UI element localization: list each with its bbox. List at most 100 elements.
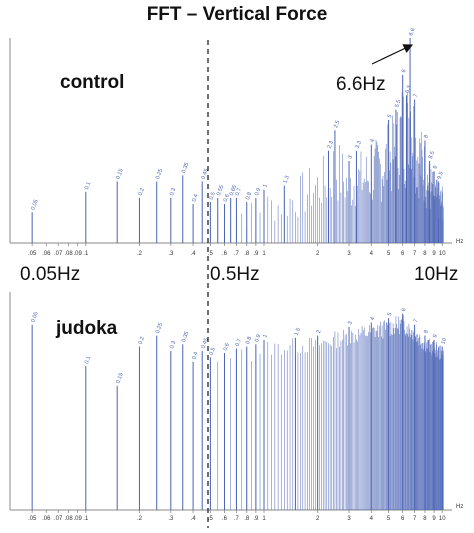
x-tick-label: .08 [64,516,73,522]
x-tick-label: 10 [439,516,446,522]
x-tick-label: 6 [401,251,405,257]
x-unit-label: Hz [456,239,463,245]
peak-data-label: 0.6 [223,193,231,202]
peak-data-label: 0.25 [155,322,164,334]
freq-label-high: 10Hz [414,264,459,285]
chart-title: FFT – Vertical Force [146,4,328,25]
peak-data-label: 0.1 [84,181,92,190]
x-tick-label: 7 [413,251,417,257]
x-tick-label: .08 [64,251,73,257]
peak-data-label: 6 [401,308,408,313]
peak-data-label: 9.5 [436,171,444,180]
peak-data-label: 6 [401,69,408,74]
peak-label: 6.6Hz [336,74,386,95]
x-tick-label: 4 [370,516,374,522]
x-tick-label: .3 [168,516,174,522]
peak-data-label: 4 [370,138,377,143]
peak-data-label: 9 [432,334,439,339]
peak-data-label: 0.2 [138,336,146,345]
x-tick-label: .4 [191,516,197,522]
x-tick-label: .5 [208,251,214,257]
peak-data-label: 6.6 [408,27,416,36]
x-tick-label: 9 [432,516,436,522]
x-tick-label: 8 [423,516,427,522]
x-tick-label: .7 [234,251,240,257]
peak-data-label: 0.15 [115,372,124,384]
peak-data-label: 8 [423,134,430,139]
peak-data-label: 0.65 [229,184,238,196]
x-tick-label: 2 [316,516,320,522]
x-tick-label: 4 [370,251,374,257]
peak-data-label: 5 [387,312,394,317]
control-panel: 0.050.10.150.20.250.30.350.40.450.5 0.550… [9,27,463,257]
peak-data-label: 8 [423,329,430,334]
x-tick-label: .6 [222,251,228,257]
peak-data-label: 0.2 [138,187,146,196]
x-tick-label: 5 [387,251,391,257]
peak-data-label: 3 [347,321,354,326]
x-tick-label: 6 [401,516,405,522]
x-tick-label: 3 [347,516,351,522]
x-tick-label: 8 [423,251,427,257]
x-tick-label: .9 [253,251,259,257]
peak-data-label: 9 [432,165,439,170]
x-tick-label: 5 [387,516,391,522]
peak-data-label: 0.45 [200,168,209,180]
judoka-panel: 0.05 0.1 0.15 0.2 0.25 0.3 0.350.40.450.5 0.6 0.… [9,292,463,522]
x-tick-label: .09 [73,251,82,257]
panel-label-judoka: judoka [56,318,118,339]
spectrum-dense-lines [210,92,444,243]
peak-data-label: 0.6 [223,342,231,351]
x-tick-label: .1 [83,251,89,257]
x-tick-label: .5 [208,516,214,522]
peak-data-label: 0.35 [181,162,190,174]
peak-data-label: 0.8 [245,336,253,345]
peak-data-label: 0.4 [191,193,199,202]
peak-data-label: 0.1 [84,356,92,365]
x-tick-label: 1 [262,516,266,522]
freq-label-mid: 0.5Hz [210,264,260,285]
peak-data-label: 0.05 [30,199,39,211]
spectrum-dense-lines [210,315,444,510]
x-tick-label: 2 [316,251,320,257]
x-tick-label: .8 [244,516,250,522]
peak-data-label: 0.15 [115,168,124,180]
peak-data-label: 1.3 [283,175,291,184]
x-tick-label: 3 [347,251,351,257]
peak-data-label: 0.3 [169,340,177,349]
x-tick-label: .2 [137,251,143,257]
peak-data-label: 7 [413,93,420,98]
x-tick-label: .05 [28,251,37,257]
peak-arrow [371,44,414,65]
x-tick-label: 1 [262,251,266,257]
peak-data-label: 0.25 [155,168,164,180]
peak-data-label: 10 [440,337,448,345]
peak-data-label: 2 [316,329,323,334]
peak-data-label: 1 [262,183,269,188]
x-tick-label: 10 [439,251,446,257]
peak-data-label: 0.5 [209,347,217,356]
x-tick-label: .06 [42,516,51,522]
x-tick-label: 7 [413,516,417,522]
peak-data-label: 0.35 [181,331,190,343]
peak-data-label: 7 [413,318,420,323]
peak-data-label: 0.9 [254,187,262,196]
x-tick-label: .8 [244,251,250,257]
x-tick-label: .05 [28,516,37,522]
peak-data-label: 0.05 [30,311,39,323]
peak-data-label: 1.5 [294,327,302,336]
x-tick-label: .07 [54,516,63,522]
peak-data-label: 3.3 [355,140,363,149]
peak-data-label: 4 [370,316,377,321]
x-tick-label: 9 [432,251,436,257]
x-tick-label: .1 [83,516,89,522]
peak-data-label: 3 [347,155,354,160]
x-tick-label: .9 [253,516,259,522]
peak-data-label: 6.3 [405,85,413,94]
peak-data-label: 0.3 [169,187,177,196]
peak-data-label: 5.5 [394,99,402,108]
x-tick-label: .07 [54,251,63,257]
freq-label-low: 0.05Hz [20,264,81,285]
x-tick-label: .7 [234,516,240,522]
